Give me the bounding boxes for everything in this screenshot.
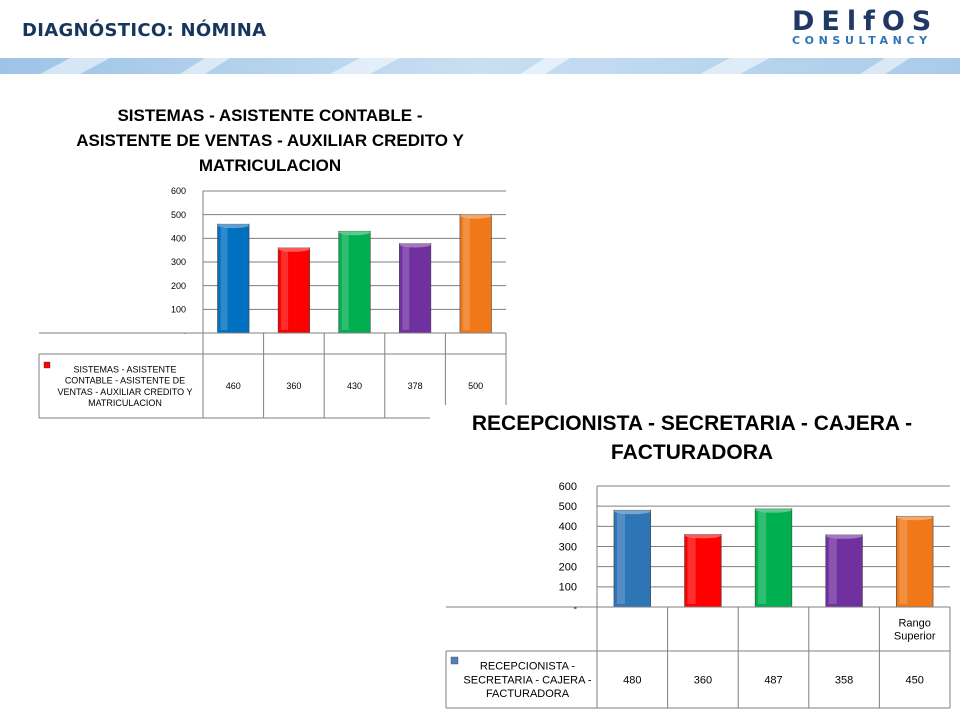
y-tick-label: 100: [171, 304, 186, 314]
bar-highlight: [896, 514, 934, 521]
logo-wordmark: DElfOS: [792, 6, 939, 37]
data-value-label: 358: [835, 674, 853, 686]
bar: [684, 532, 722, 608]
y-tick-label: -: [573, 602, 577, 614]
y-tick-label: 300: [171, 257, 186, 267]
bar-shine: [616, 513, 626, 604]
data-value-label: 378: [408, 381, 423, 391]
bar: [459, 212, 492, 334]
category-label: Rango: [898, 617, 930, 629]
y-tick-label: 400: [171, 233, 186, 243]
bar-highlight: [338, 229, 371, 236]
series-name-line: CONTABLE - ASISTENTE DE: [65, 376, 185, 386]
page-title: DIAGNÓSTICO: NÓMINA: [22, 20, 267, 41]
series-name-line: SECRETARIA - CAJERA -: [463, 674, 591, 686]
series-name-line: VENTAS - AUXILIAR CREDITO Y: [57, 387, 192, 397]
data-value-label: 500: [468, 381, 483, 391]
series-name-line: RECEPCIONISTA -: [480, 661, 575, 673]
chart-title-line: MATRICULACION: [199, 156, 341, 175]
company-logo: DElfOS CONSULTANCY: [774, 6, 944, 47]
bar-body: [459, 214, 492, 334]
chart-title-line: RECEPCIONISTA - SECRETARIA - CAJERA -: [472, 412, 912, 435]
bar-highlight: [613, 508, 651, 515]
bar: [754, 506, 793, 608]
bar-shine: [758, 511, 767, 604]
bar-highlight: [755, 506, 792, 513]
bar-shine: [899, 519, 908, 604]
data-value-label: 360: [694, 674, 712, 686]
bar: [217, 222, 250, 334]
bar: [613, 508, 651, 608]
bar-shine: [402, 246, 410, 330]
bar-shine: [462, 217, 470, 330]
bar-shine: [828, 537, 837, 604]
bar-highlight: [825, 532, 863, 539]
y-tick-label: 100: [559, 582, 577, 594]
y-tick-label: 500: [559, 501, 577, 513]
bar: [825, 532, 863, 608]
header-banner: [0, 58, 960, 74]
y-tick-label: 300: [559, 541, 577, 553]
data-value-label: 430: [347, 381, 362, 391]
bar-body: [613, 509, 651, 608]
series-name-line: FACTURADORA: [486, 688, 570, 700]
bar-body: [399, 243, 432, 334]
y-tick-label: 200: [171, 281, 186, 291]
bar-shine: [281, 250, 289, 330]
bar-shine: [341, 234, 349, 330]
data-value-label: 480: [623, 674, 641, 686]
y-tick-label: 600: [171, 186, 186, 196]
bar: [399, 241, 432, 334]
bar-highlight: [278, 245, 310, 252]
bar-highlight: [684, 532, 722, 539]
data-value-label: 360: [286, 381, 301, 391]
bar-body: [338, 230, 371, 334]
bar-highlight: [399, 241, 431, 248]
data-value-label: 450: [906, 674, 924, 686]
y-tick-label: 200: [559, 562, 577, 574]
bar: [896, 514, 934, 608]
bar-body: [217, 223, 250, 334]
chart-title-line: ASISTENTE DE VENTAS - AUXILIAR CREDITO Y: [76, 131, 464, 150]
bar-shine: [687, 537, 696, 604]
y-tick-label: 500: [171, 210, 186, 220]
y-tick-label: 400: [559, 521, 577, 533]
bar-body: [896, 515, 934, 608]
bar-body: [754, 508, 793, 608]
logo-subtitle: CONSULTANCY: [792, 34, 932, 47]
bar-shine: [220, 227, 228, 330]
bar-highlight: [459, 212, 492, 219]
legend-marker: [43, 361, 51, 369]
chart-title-line: FACTURADORA: [611, 441, 773, 464]
bar-body: [825, 534, 863, 608]
chart-title-line: SISTEMAS - ASISTENTE CONTABLE -: [117, 106, 422, 125]
series-name-line: MATRICULACION: [88, 398, 162, 408]
bar-highlight: [217, 222, 250, 229]
category-label: Superior: [894, 630, 936, 642]
bar: [338, 229, 371, 334]
series-name-line: SISTEMAS - ASISTENTE: [73, 364, 176, 374]
y-tick-label: 600: [559, 481, 577, 493]
data-value-label: 460: [226, 381, 241, 391]
data-value-label: 487: [764, 674, 782, 686]
legend-marker: [450, 656, 459, 665]
